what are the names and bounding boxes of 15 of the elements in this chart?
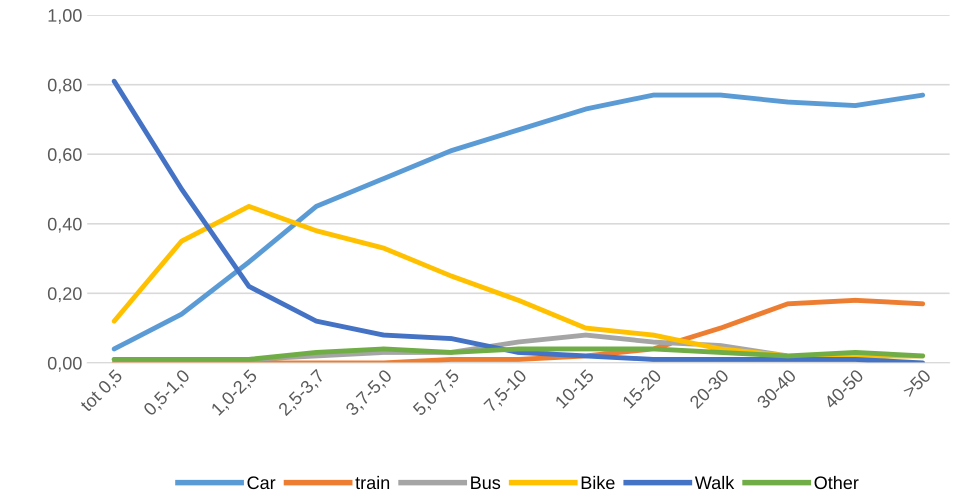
- legend-label: Walk: [694, 476, 734, 490]
- x-tick-label: >50: [902, 368, 932, 398]
- legend-label: Bike: [582, 476, 615, 490]
- y-tick-label: 0,80: [48, 78, 82, 94]
- legend-label: Bus: [471, 476, 500, 490]
- line-series: [112, 346, 926, 362]
- x-tick-label: tot 0,5: [79, 368, 125, 414]
- legend-label: Car: [248, 476, 276, 490]
- y-tick-label: 1,00: [48, 9, 82, 24]
- y-tick-label: 0,60: [48, 148, 82, 164]
- legend-label: train: [355, 476, 390, 490]
- y-tick-label: 0,20: [48, 287, 82, 302]
- legend-label: Other: [814, 476, 859, 490]
- y-tick-label: 0,40: [48, 218, 82, 233]
- y-tick-label: 0,00: [48, 356, 82, 372]
